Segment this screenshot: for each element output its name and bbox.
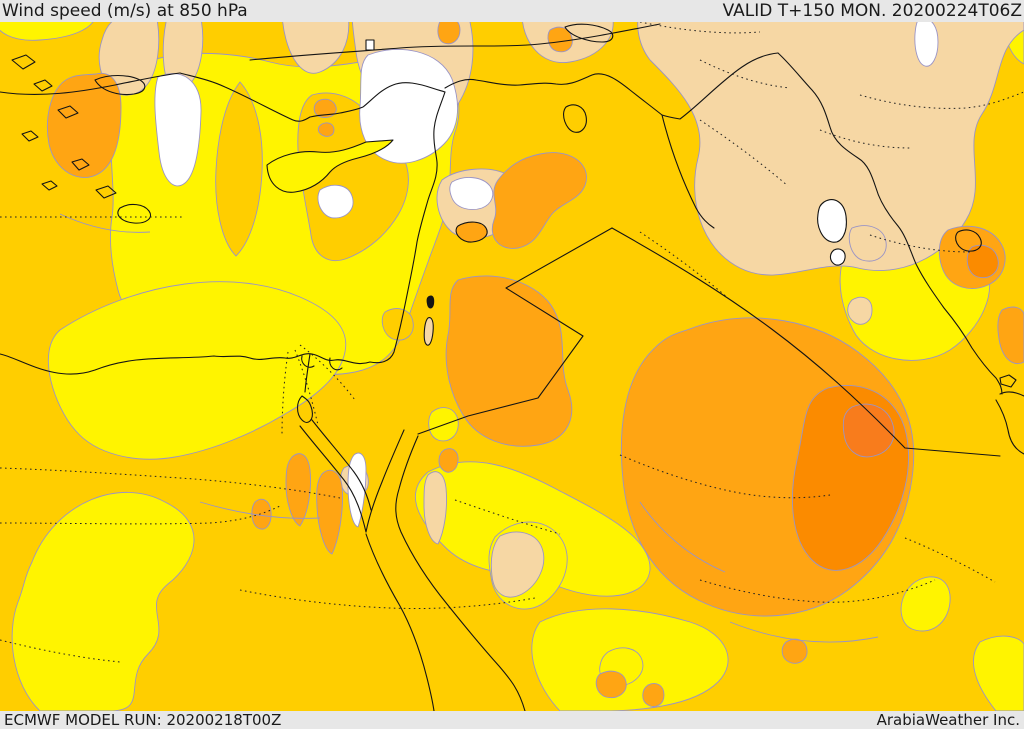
header-bar: Wind speed (m/s) at 850 hPa VALID T+150 … <box>0 0 1024 22</box>
dead-sea <box>423 317 434 346</box>
coastlines <box>0 23 1024 711</box>
lake-urmia <box>817 199 847 243</box>
contour-regions-dark-orange <box>792 244 999 571</box>
map-title: Wind speed (m/s) at 850 hPa <box>2 1 248 21</box>
cyprus-island <box>266 139 394 193</box>
branding-label: ArabiaWeather Inc. <box>876 711 1020 729</box>
dotted-border-lines <box>0 22 1024 663</box>
map-canvas <box>0 22 1024 711</box>
model-run-label: ECMWF MODEL RUN: 20200218T00Z <box>4 711 282 729</box>
island-outlines <box>11 54 488 243</box>
contour-detail-lines <box>59 213 879 643</box>
lakes <box>365 23 982 346</box>
contour-regions-white <box>154 22 939 528</box>
country-borders <box>417 52 1003 457</box>
footer-bar: ECMWF MODEL RUN: 20200218T00Z ArabiaWeat… <box>0 711 1024 729</box>
sea-of-galilee <box>426 295 435 309</box>
valid-time-label: VALID T+150 MON. 20200224T06Z <box>722 1 1022 21</box>
wind-speed-contour-map <box>0 22 1024 711</box>
lake-tuz <box>365 39 375 51</box>
